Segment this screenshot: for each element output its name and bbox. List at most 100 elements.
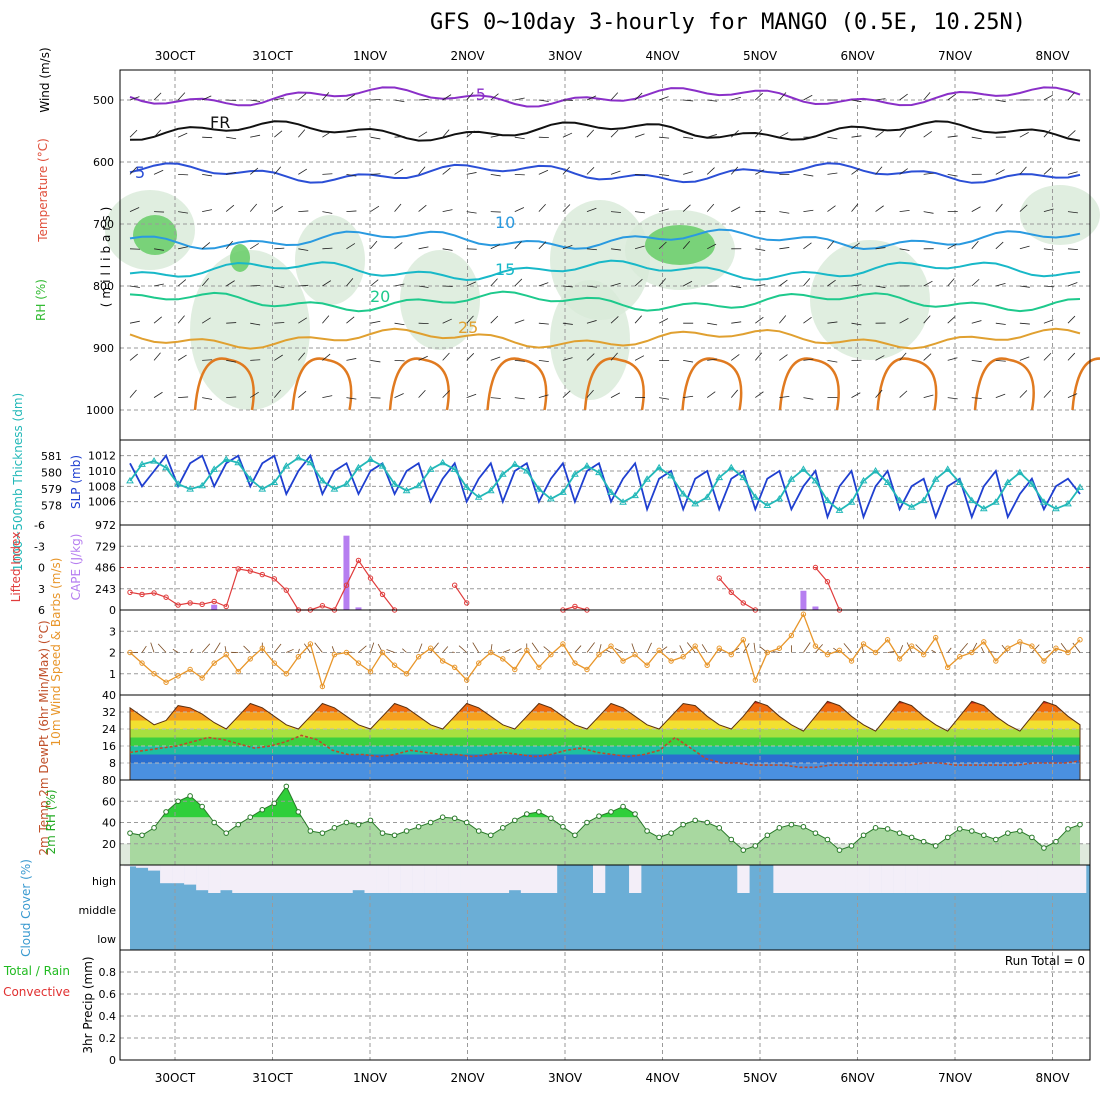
wind10m-barb: [243, 645, 251, 653]
rh-point: [896, 830, 903, 836]
wind-barb: [1067, 248, 1078, 251]
wind-barb: [1067, 171, 1078, 175]
wind-barb: [995, 99, 1006, 103]
wind-barb: [851, 284, 862, 287]
li-tick: 6: [38, 604, 45, 617]
wind-barb: [586, 320, 597, 324]
wind-barb: [490, 397, 501, 399]
wind-barb: [803, 242, 812, 250]
wind-barb: [562, 322, 573, 325]
rh-point: [560, 823, 566, 830]
wind-barb: [634, 278, 643, 287]
wind-barb: [682, 280, 693, 287]
wind-barb: [923, 172, 934, 175]
wind-barb: [418, 285, 429, 288]
wind-barb: [394, 136, 405, 138]
thickness-point: [150, 457, 158, 464]
upper-axis-label-part: RH (%): [34, 279, 48, 321]
wind-barb: [226, 136, 237, 140]
contour-label: 15: [495, 260, 515, 279]
cape-tick: 0: [109, 604, 116, 617]
wind-barb: [298, 317, 307, 324]
isotherm-line: [129, 228, 1081, 251]
wind-barb: [322, 131, 332, 138]
wind-barb: [249, 167, 259, 175]
rh-point: [920, 838, 927, 845]
wind-barb: [1043, 208, 1054, 212]
day-label-bottom: 7NOV: [938, 1071, 973, 1085]
slp-tick: 1008: [88, 480, 116, 493]
wind-barb: [225, 204, 235, 212]
wind-barb: [273, 166, 282, 175]
thickness-point: [907, 503, 916, 510]
wind-barb: [250, 284, 261, 287]
thickness-point: [859, 476, 868, 484]
cloud-high-gap: [857, 865, 870, 893]
wind-barb: [779, 211, 790, 214]
wind-barb: [803, 174, 814, 177]
rh-point: [307, 828, 314, 834]
wind-barb: [1043, 94, 1053, 101]
wind-barb: [226, 396, 237, 398]
cloud-high-gap: [292, 865, 305, 893]
li-tick: 0: [38, 562, 45, 575]
cloud-high-gap: [629, 865, 642, 893]
wind-barb: [466, 281, 476, 287]
rh-point: [355, 821, 362, 828]
wind-barb: [851, 168, 860, 175]
rh-point: [367, 817, 374, 824]
panel-fills: [105, 185, 1100, 950]
thickness-point: [667, 471, 676, 479]
rh-point: [548, 815, 554, 822]
wind10m-barb: [430, 642, 439, 653]
wind10m-point: [379, 649, 386, 656]
wind10m-point: [247, 656, 253, 662]
wind-barb: [899, 93, 908, 101]
wind-barb: [562, 390, 571, 398]
wind10m-point: [1065, 649, 1071, 656]
wind10m-point: [596, 651, 602, 658]
wind-barb: [658, 318, 669, 324]
wind10m-barb: [452, 651, 455, 653]
thickness-point: [679, 490, 688, 497]
wind10m-point: [644, 662, 650, 668]
thickness-point: [534, 485, 543, 492]
wind-barb: [682, 204, 691, 212]
surface-isotherm-loop: [583, 357, 645, 411]
cloud-high-gap: [965, 865, 979, 893]
wind10m-point: [848, 658, 855, 664]
wind-barb: [899, 248, 910, 251]
wind10m-point: [908, 643, 915, 649]
rh-point: [427, 819, 434, 826]
rh-point: [127, 830, 133, 836]
wind10m-point: [235, 668, 241, 675]
li-point: [812, 564, 819, 571]
rh-point: [235, 821, 242, 828]
wind-barb: [346, 210, 357, 212]
wind-barb: [635, 174, 646, 176]
wind-barb: [947, 243, 957, 250]
cloud-high-gap: [184, 865, 197, 885]
wind-barb: [490, 174, 501, 177]
wind-barb: [707, 243, 717, 250]
cloud-high-gap: [508, 865, 522, 891]
rh-point: [980, 832, 987, 839]
wind-barb: [153, 92, 162, 101]
rh-axis-label: 2m RH (%): [44, 789, 58, 854]
thickness-point: [811, 476, 820, 484]
isotherm-line: [129, 120, 1081, 142]
rh-point: [439, 814, 446, 820]
wind-barb: [610, 211, 622, 213]
cloud-high-gap: [1037, 865, 1051, 893]
wind-barb: [274, 354, 283, 361]
rh-point: [584, 819, 590, 826]
wind-barb: [201, 95, 212, 101]
rh-point: [596, 813, 602, 819]
rh-point: [776, 825, 783, 831]
wind-barb: [875, 355, 885, 361]
wind-barb: [659, 397, 670, 400]
wind-barb: [995, 169, 1005, 175]
wind-barb: [153, 169, 164, 175]
wind-barb: [610, 170, 621, 175]
wind-barb: [1067, 393, 1078, 398]
